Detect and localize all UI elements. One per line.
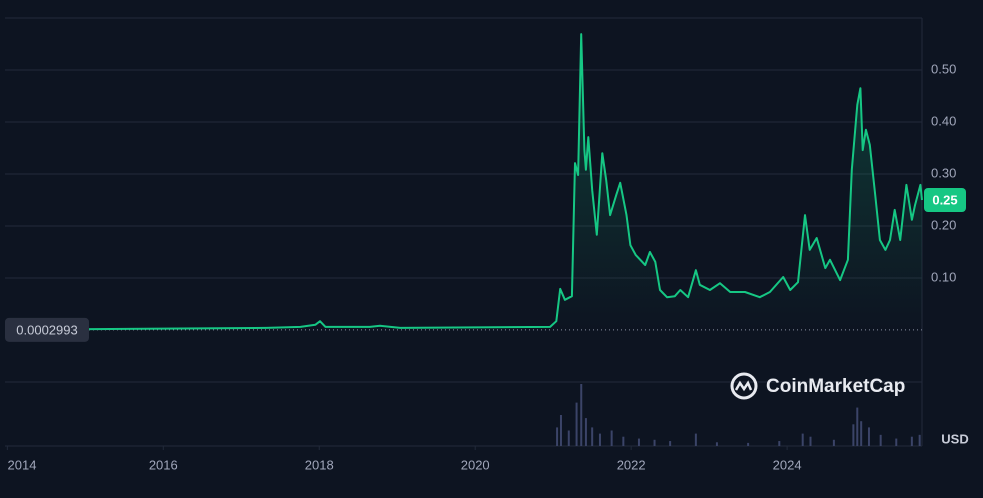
volume-bar — [895, 438, 898, 446]
y-tick-label: 0.20 — [931, 217, 956, 232]
volume-bar — [832, 439, 835, 446]
start-price-badge — [5, 317, 89, 342]
volume-bar — [778, 441, 781, 446]
volume-bar — [556, 427, 559, 446]
volume-bar — [610, 430, 613, 446]
volume-bar — [879, 434, 882, 446]
volume-bar — [715, 442, 718, 446]
volume-bar — [860, 421, 863, 446]
volume-bar — [694, 433, 697, 446]
price-line — [4, 33, 923, 331]
start-price-label: 0.0002993 — [16, 322, 77, 337]
volume-bar — [637, 438, 640, 446]
area — [5, 34, 922, 330]
x-tick-label: 2024 — [773, 457, 802, 472]
volume-bar — [852, 424, 855, 446]
y-tick-label: 0.50 — [931, 61, 956, 76]
volume-bar — [575, 402, 578, 446]
last-price-label: 0.25 — [932, 192, 957, 207]
currency: USD — [941, 431, 968, 446]
volume-bar — [867, 427, 870, 446]
volume-bar — [856, 407, 859, 446]
volume-bar — [580, 384, 583, 446]
volume-bar — [801, 433, 804, 446]
volume-bar — [910, 436, 913, 446]
volume-bar — [567, 430, 570, 446]
volume-bar — [669, 441, 672, 446]
x-tick-label: 2014 — [8, 457, 37, 472]
volume-bar — [598, 433, 601, 446]
volume-bar — [809, 436, 812, 446]
y-tick-label: 0.40 — [931, 113, 956, 128]
volume-bar — [559, 415, 562, 446]
y-tick-label: 0.30 — [931, 165, 956, 180]
volume-bar — [591, 427, 594, 446]
x-tick-label: 2020 — [461, 457, 490, 472]
x-tick-label: 2016 — [149, 457, 178, 472]
volume-bar — [653, 439, 656, 446]
last-price-badge — [924, 188, 966, 212]
volume-bar — [918, 434, 921, 446]
volume-bar — [584, 418, 587, 446]
brand: CoinMarketCap — [766, 376, 905, 397]
x-tick-label: 2018 — [305, 457, 334, 472]
volume-bar — [747, 442, 750, 446]
y-tick-label: 0.10 — [931, 269, 956, 284]
volume-bar — [622, 436, 625, 446]
watermark: CoinMarketCap — [730, 372, 905, 400]
x-tick-label: 2022 — [617, 457, 646, 472]
